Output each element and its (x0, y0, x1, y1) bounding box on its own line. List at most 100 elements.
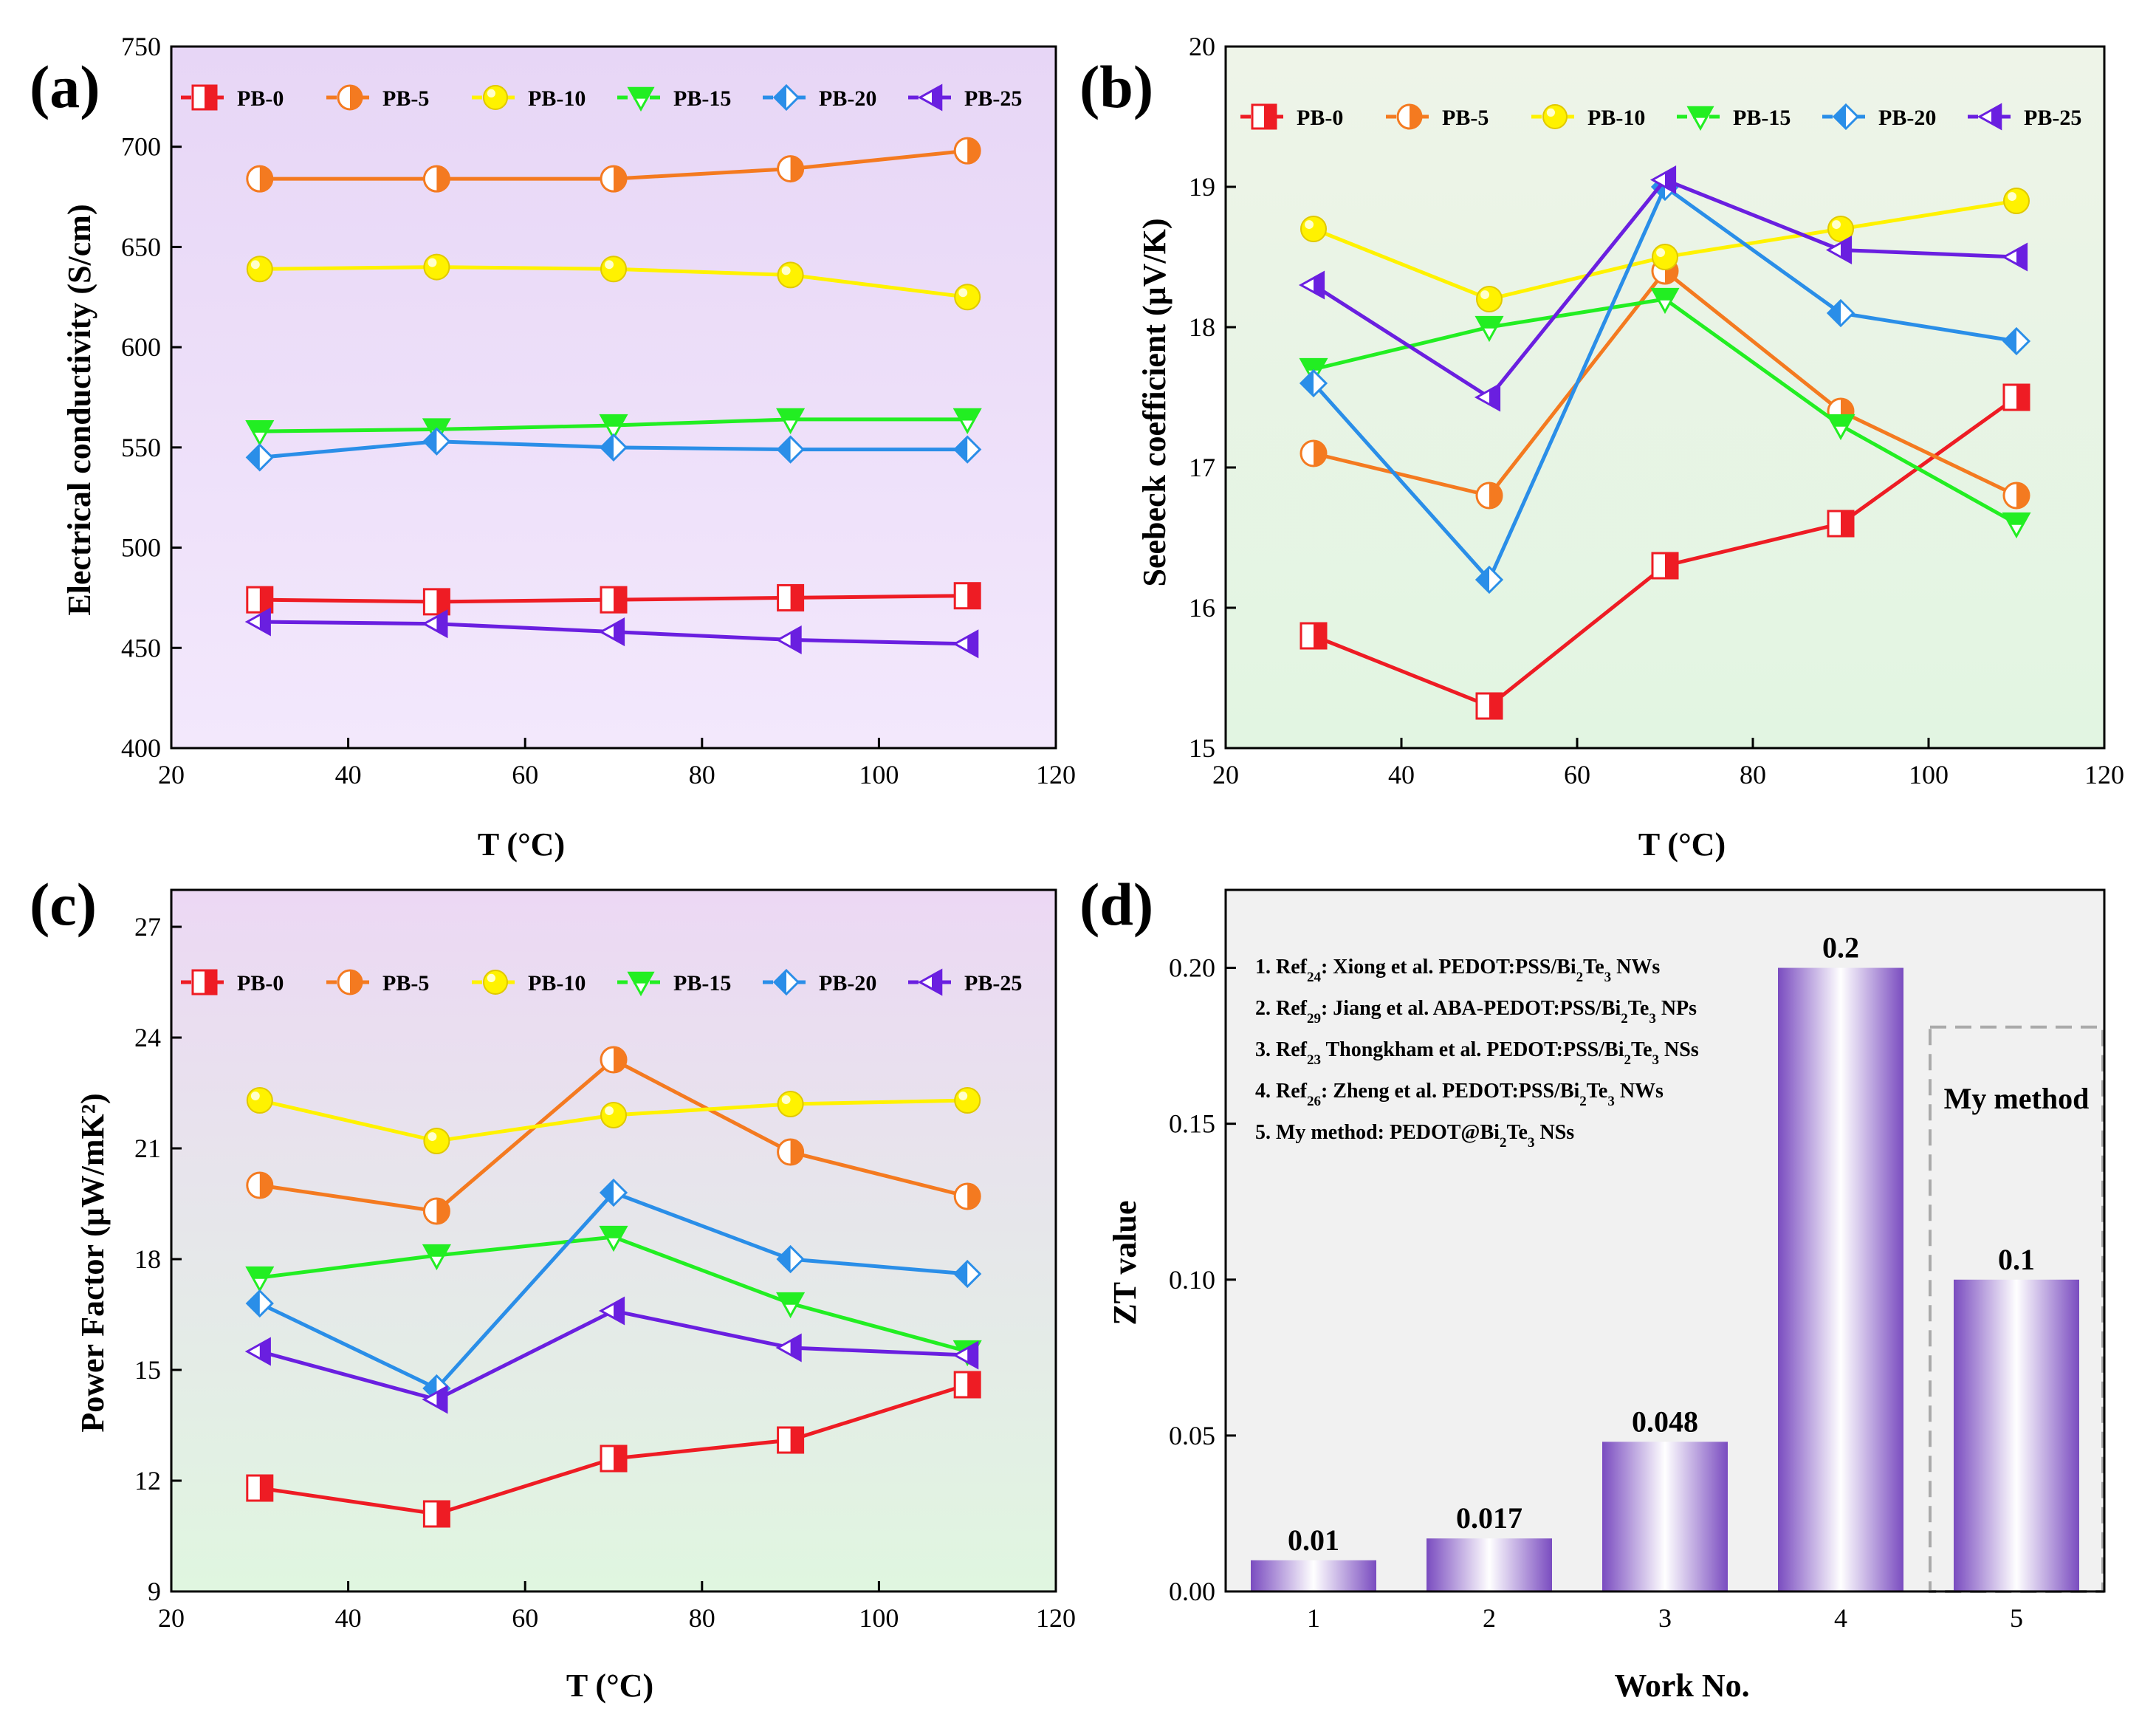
c-legend-entry-pb-5: PB-5 (326, 969, 429, 995)
reference-item: 5. My method: PEDOT@Bi2Te3 NSs (1255, 1121, 1574, 1151)
a-legend-entry-pb-25: PB-25 (908, 83, 1022, 112)
reference-subscript: 29 (1307, 1011, 1321, 1027)
panel-a-ylabel: Electrical conductivity (S/cm) (61, 204, 97, 615)
d-xtick-label: 5 (2010, 1603, 2023, 1633)
b-legend-entry-pb-10: PB-10 (1531, 104, 1645, 130)
b-legend-label: PB-20 (1878, 106, 1936, 130)
b-point-pb-25 (1825, 235, 1853, 265)
c-point-pb-0 (777, 1426, 805, 1454)
b-legend-label: PB-15 (1733, 106, 1791, 130)
reference-subscript: 23 (1307, 1052, 1321, 1068)
c-xtick-label: 60 (512, 1603, 538, 1633)
c-point-pb-25 (422, 1385, 448, 1414)
a-point-pb-5 (246, 165, 274, 193)
b-point-pb-20 (1826, 298, 1855, 328)
c-point-pb-0 (600, 1444, 628, 1473)
zt-bar-work-2 (1427, 1538, 1552, 1591)
panel-b-ylabel: Seebeck coefficient (μV/K) (1136, 219, 1173, 587)
b-legend-label: PB-25 (2024, 106, 2081, 130)
b-point-pb-5 (2002, 481, 2030, 510)
c-ytick-label: 9 (148, 1577, 161, 1606)
c-point-pb-25 (952, 1340, 979, 1370)
panel-a-legend: PB-0 PB-5 PB-10 PB-15 PB-20 PB-25 (181, 83, 1022, 112)
c-legend-label: PB-5 (382, 971, 429, 995)
reference-text: Te (1506, 1121, 1528, 1144)
zt-bar-work-3 (1602, 1442, 1728, 1591)
panel-c-frame (170, 888, 1057, 1593)
b-point-pb-15 (1650, 287, 1680, 315)
a-ytick-label: 600 (121, 332, 161, 362)
c-point-pb-10 (777, 1091, 804, 1117)
a-point-pb-20 (245, 443, 274, 472)
reference-item: 3. Ref23 Thongkham et al. PEDOT:PSS/Bi2T… (1255, 1038, 1699, 1068)
b-ytick-label: 20 (1189, 32, 1215, 61)
a-point-pb-10 (600, 256, 627, 283)
reference-subscript: 2 (1576, 970, 1584, 985)
a-point-pb-0 (246, 586, 274, 614)
a-ytick-label: 550 (121, 433, 161, 462)
a-xtick-label: 100 (859, 760, 899, 789)
zt-bar-work-5 (1954, 1279, 2079, 1591)
a-point-pb-10 (777, 261, 804, 289)
b-point-pb-0 (1300, 622, 1328, 650)
panel-b-series (1298, 165, 2031, 720)
zt-bar-value-label: 0.1 (1998, 1243, 2035, 1276)
c-point-pb-5 (246, 1171, 274, 1199)
c-point-pb-0 (246, 1474, 274, 1502)
a-point-pb-20 (776, 435, 805, 464)
b-point-pb-10 (1476, 286, 1503, 312)
panel-c-legend: PB-0 PB-5 PB-10 PB-15 PB-20 PB-25 (181, 968, 1022, 997)
a-ytick-label: 450 (121, 633, 161, 662)
a-xtick-label: 120 (1036, 760, 1076, 789)
b-point-pb-10 (1652, 244, 1678, 270)
a-point-pb-0 (953, 582, 981, 610)
c-point-pb-20 (599, 1178, 628, 1207)
c-xtick-label: 80 (689, 1603, 715, 1633)
a-legend-label: PB-5 (382, 86, 429, 111)
b-ytick-label: 15 (1189, 733, 1215, 763)
c-legend-entry-pb-10: PB-10 (472, 970, 586, 995)
panel-d-bars: 0.01 0.017 0.048 0.2 0.1 (1251, 931, 2079, 1591)
b-point-pb-10 (1827, 216, 1854, 242)
reference-item: 1. Ref24: Xiong et al. PEDOT:PSS/Bi2Te3 … (1255, 956, 1660, 985)
a-point-pb-20 (599, 433, 628, 462)
panel-c-xlabel: T (°C) (566, 1668, 653, 1704)
reference-text: 5. My method: PEDOT@Bi (1255, 1121, 1500, 1144)
panel-b-frame (1224, 45, 2106, 750)
b-point-pb-5 (1475, 481, 1503, 510)
a-point-pb-5 (777, 155, 805, 183)
c-point-pb-20 (776, 1244, 805, 1274)
a-legend-entry-pb-0: PB-0 (181, 84, 284, 111)
reference-subscript: 2 (1500, 1135, 1507, 1151)
a-legend-entry-pb-15: PB-15 (617, 86, 731, 112)
a-point-pb-10 (954, 284, 981, 311)
reference-subscript: 2 (1621, 1011, 1628, 1027)
a-xtick-label: 60 (512, 760, 538, 789)
a-legend-label: PB-0 (237, 86, 284, 111)
a-ytick-label: 650 (121, 232, 161, 261)
reference-subscript: 2 (1579, 1094, 1587, 1109)
reference-list: 1. Ref24: Xiong et al. PEDOT:PSS/Bi2Te3 … (1255, 956, 1699, 1151)
panel-a-xlabel: T (°C) (478, 826, 565, 863)
reference-text: Te (1583, 956, 1604, 979)
reference-text: NWs (1615, 1080, 1664, 1103)
c-legend-label: PB-20 (819, 971, 876, 995)
reference-text: 3. Ref (1255, 1038, 1308, 1061)
c-xtick-label: 40 (335, 1603, 362, 1633)
b-point-pb-0 (1651, 552, 1679, 580)
reference-subscript: 3 (1649, 1011, 1656, 1027)
a-ytick-label: 700 (121, 132, 161, 162)
c-ytick-label: 15 (134, 1355, 161, 1385)
c-ytick-label: 24 (134, 1023, 161, 1052)
a-point-pb-25 (422, 609, 448, 639)
reference-text: Thongkham et al. PEDOT:PSS/Bi (1321, 1038, 1624, 1061)
c-point-pb-20 (953, 1259, 982, 1289)
reference-text: : Zheng et al. PEDOT:PSS/Bi (1321, 1080, 1580, 1103)
c-point-pb-10 (246, 1087, 273, 1114)
panel-a-label: (a) (30, 53, 100, 120)
b-point-pb-0 (1475, 692, 1503, 720)
a-point-pb-5 (600, 165, 628, 193)
panel-b-seebeck-chart: 20 40 60 80 100 120 15 16 17 18 19 20 PB-0 PB-5 PB-10… (1079, 32, 2124, 863)
zt-bar-value-label: 0.017 (1456, 1501, 1522, 1535)
